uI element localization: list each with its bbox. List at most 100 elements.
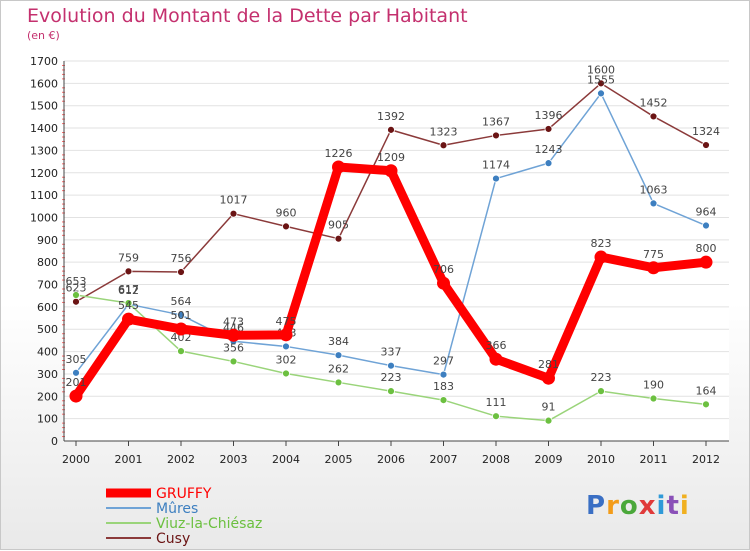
grid [64, 60, 729, 442]
data-label: 905 [328, 219, 349, 232]
x-tick-label: 2009 [535, 453, 563, 466]
data-point [647, 261, 660, 275]
data-point [174, 322, 188, 336]
data-point [544, 125, 553, 133]
logo-letter: x [638, 491, 657, 521]
data-point [384, 164, 398, 178]
data-point [122, 312, 135, 326]
data-point [597, 89, 605, 98]
data-label: 501 [171, 309, 192, 322]
data-label: 91 [542, 401, 556, 414]
data-point [229, 357, 238, 366]
data-point [492, 131, 500, 140]
data-point [282, 222, 290, 231]
data-label: 305 [66, 353, 87, 366]
data-label: 623 [66, 282, 87, 295]
y-tick-label: 0 [51, 435, 58, 448]
x-tick-label: 2008 [482, 453, 510, 466]
data-point [279, 328, 293, 342]
series-m-res: 3056125644464233843372971174124315551063… [66, 73, 717, 379]
data-point [702, 400, 710, 409]
data-point [334, 234, 343, 243]
y-axis: 0 100 200 300 400 500 600 700 800 900 1000 1100 1200… [30, 55, 65, 448]
data-point [387, 387, 395, 396]
y-tick-label: 700 [37, 279, 58, 292]
legend-label: Viuz-la-Chiésaz [156, 516, 262, 532]
chart-subtitle: (en €) [27, 29, 60, 42]
data-label: 183 [433, 380, 454, 393]
data-label: 164 [696, 384, 717, 397]
y-tick-label: 1400 [30, 122, 58, 135]
plot-area [64, 61, 729, 441]
y-tick-label: 600 [37, 301, 58, 314]
data-point [492, 412, 500, 421]
data-point [702, 221, 710, 230]
data-label: 402 [171, 331, 192, 344]
logo-letter: r [606, 491, 620, 521]
data-point [177, 268, 185, 276]
data-point [649, 394, 658, 403]
data-label: 297 [433, 355, 454, 368]
y-tick-label: 1600 [30, 77, 58, 90]
y-tick-label: 1500 [30, 100, 58, 113]
x-tick-label: 2010 [587, 453, 615, 466]
legend-label: GRUFFY [156, 486, 212, 502]
data-label: 302 [276, 353, 297, 366]
data-point [597, 387, 605, 396]
data-point [437, 276, 450, 290]
y-tick-label: 1700 [30, 55, 58, 68]
data-label: 564 [171, 295, 192, 308]
data-point [334, 351, 343, 360]
data-label: 1555 [587, 73, 615, 86]
y-tick-label: 1300 [30, 144, 58, 157]
x-tick-label: 2005 [325, 453, 353, 466]
data-label: 201 [66, 376, 87, 389]
data-label: 475 [276, 315, 297, 328]
data-point [177, 311, 185, 319]
data-label: 1600 [587, 63, 615, 76]
data-label: 1452 [640, 96, 668, 109]
data-point [544, 416, 553, 425]
data-label: 1323 [430, 125, 458, 138]
data-point [699, 255, 713, 269]
data-point [282, 369, 290, 378]
legend-label: Cusy [156, 531, 190, 547]
logo-letter: i [656, 491, 667, 521]
y-tick-label: 800 [37, 256, 58, 269]
data-label: 612 [118, 284, 139, 297]
data-point [227, 328, 240, 342]
data-label: 1396 [535, 109, 563, 122]
data-label: 356 [223, 341, 244, 354]
data-point [649, 199, 658, 208]
x-tick-label: 2012 [692, 453, 720, 466]
x-tick-label: 2007 [430, 453, 458, 466]
logo-letter: i [679, 491, 690, 521]
logo-letter: o [619, 491, 639, 521]
x-tick-label: 2002 [167, 453, 195, 466]
y-tick-label: 500 [37, 323, 58, 336]
series-gruffy: 201 545 501 473 475 1226 1209 706 366 281 823 775 80… [66, 147, 717, 403]
x-tick-label: 2011 [640, 453, 668, 466]
x-tick-label: 2000 [62, 453, 90, 466]
y-tick-label: 100 [37, 413, 58, 426]
y-tick-label: 1000 [30, 211, 58, 224]
y-tick-label: 1200 [30, 167, 58, 180]
data-label: 823 [591, 237, 612, 250]
data-label: 1017 [220, 194, 248, 207]
data-label: 223 [381, 371, 402, 384]
data-point [387, 125, 395, 134]
x-tick-label: 2006 [377, 453, 405, 466]
logo-letter: t [666, 491, 680, 521]
data-point [332, 160, 345, 174]
y-tick-label: 300 [37, 368, 58, 381]
data-point [387, 361, 395, 370]
data-label: 1226 [325, 147, 353, 160]
data-label: 337 [381, 346, 402, 359]
data-point [282, 342, 290, 351]
y-tick-label: 200 [37, 390, 58, 403]
data-point [439, 141, 448, 150]
data-point [72, 297, 80, 306]
data-point [439, 396, 448, 404]
